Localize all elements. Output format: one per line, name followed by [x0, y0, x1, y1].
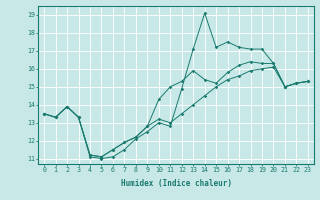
X-axis label: Humidex (Indice chaleur): Humidex (Indice chaleur): [121, 179, 231, 188]
